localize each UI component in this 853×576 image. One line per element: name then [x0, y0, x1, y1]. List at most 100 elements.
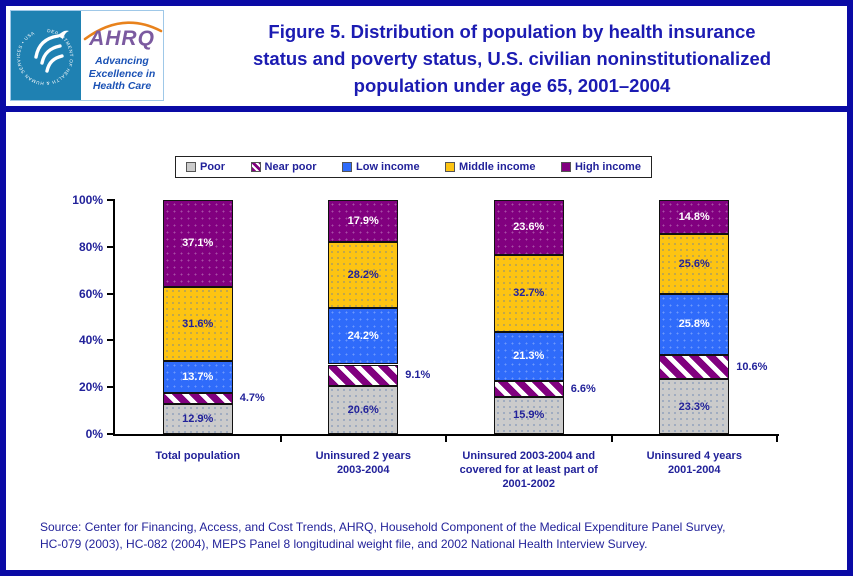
- bar-segment-label: 23.6%: [513, 221, 545, 234]
- x-tick-mark: [279, 436, 282, 442]
- ahrq-wordmark-panel: AHRQ Advancing Excellence in Health Care: [81, 11, 163, 100]
- source-note-line: HC-079 (2003), HC-082 (2004), MEPS Panel…: [40, 537, 648, 551]
- bar-segment: [328, 307, 399, 365]
- x-axis-label-line: Uninsured 4 years: [646, 450, 742, 462]
- bar-segment: [493, 396, 564, 434]
- tagline-line: Advancing: [95, 55, 149, 67]
- bar-segment-label: 4.7%: [239, 392, 265, 405]
- x-axis-label-line: 2003-2004: [336, 464, 390, 476]
- hhs-seal: DEPARTMENT OF HEALTH & HUMAN SERVICES • …: [11, 11, 81, 100]
- x-axis-category-label: Uninsured 2 years 2003-2004: [273, 449, 455, 477]
- x-axis-label-line: 2001-2002: [502, 478, 556, 490]
- tagline-line: Excellence in: [88, 67, 156, 80]
- y-axis-line: [113, 199, 115, 436]
- bar-segment: [493, 254, 564, 332]
- bar-segment-label: 31.6%: [182, 317, 214, 330]
- legend-item-near-poor: Near poor: [250, 161, 317, 173]
- bar-segment: [493, 381, 564, 397]
- bar-segment: [162, 200, 233, 287]
- x-tick-mark: [610, 436, 613, 442]
- bar-segment-label: 9.1%: [405, 369, 431, 382]
- legend-label: High income: [574, 161, 641, 173]
- bar-segment-label: 17.9%: [347, 214, 379, 227]
- x-axis-category-label: Uninsured 4 years 2001-2004: [604, 449, 786, 477]
- legend-label: Poor: [200, 161, 226, 173]
- legend-swatch-middle-income: [445, 162, 456, 172]
- x-axis-category-label: Total population: [107, 449, 289, 463]
- y-tick-label: 100%: [72, 193, 103, 207]
- legend-swatch-high-income: [560, 162, 571, 172]
- bar-segment-label: 14.8%: [678, 211, 710, 224]
- y-tick-mark: [107, 339, 113, 342]
- figure-title-line: Figure 5. Distribution of population by …: [268, 21, 756, 42]
- bar-segment: [162, 403, 233, 434]
- y-tick-label: 80%: [78, 239, 103, 254]
- x-axis-category-label: Uninsured 2003-2004 and covered for at le…: [438, 449, 620, 491]
- bar-segment: [659, 294, 730, 355]
- legend-item-low-income: Low income: [342, 161, 420, 173]
- bar-segment-label: 25.6%: [678, 258, 710, 271]
- y-tick-mark: [107, 433, 113, 435]
- figure-title: Figure 5. Distribution of population by …: [189, 18, 835, 99]
- bar-segment: [659, 234, 730, 295]
- tagline-line: Health Care: [92, 80, 152, 92]
- legend-label: Middle income: [459, 161, 536, 173]
- bar-segment-label: 21.3%: [513, 350, 545, 363]
- x-axis-label-line: 2001-2004: [667, 464, 721, 476]
- bar-segment: [328, 200, 399, 242]
- x-tick-mark: [445, 436, 447, 442]
- legend: Poor Near poor Low income Middle income …: [175, 156, 652, 178]
- bar-segment-label: 24.2%: [347, 330, 379, 343]
- y-tick-mark: [107, 386, 113, 389]
- y-tick-label: 0%: [85, 427, 103, 441]
- source-note-line: Source: Center for Financing, Access, an…: [40, 520, 726, 534]
- source-note: Source: Center for Financing, Access, an…: [40, 519, 840, 553]
- x-axis-label-line: Total population: [155, 450, 241, 462]
- header-divider: [6, 106, 847, 112]
- figure-title-line: status and poverty status, U.S. civilian…: [252, 48, 772, 69]
- bar-segment: [659, 199, 730, 235]
- x-axis-label-line: Uninsured 2003-2004 and: [462, 450, 596, 462]
- bar-segment: [162, 392, 233, 404]
- bar-segment-label: 10.6%: [736, 361, 768, 374]
- bar-segment: [162, 360, 233, 393]
- bar-segment: [659, 354, 730, 380]
- legend-item-middle-income: Middle income: [445, 161, 535, 173]
- bar-segment: [659, 379, 730, 434]
- bar-segment-label: 32.7%: [513, 287, 545, 300]
- bar-segment-label: 20.6%: [347, 403, 379, 416]
- hhs-ahrq-logo: DEPARTMENT OF HEALTH & HUMAN SERVICES • …: [10, 10, 164, 101]
- bar-segment-label: 6.6%: [570, 383, 596, 396]
- plot-area: 0% 20% 40% 60% 80% 100% 12.9% 4.7% 13.7% 31.6% 37.…: [6, 6, 847, 570]
- bar-segment-label: 23.3%: [678, 400, 710, 413]
- bar-segment-label: 37.1%: [182, 237, 214, 250]
- bar-segment: [328, 385, 399, 434]
- legend-swatch-near-poor: [250, 162, 261, 172]
- bar-segment-label: 25.8%: [678, 318, 710, 331]
- ahrq-tagline: Advancing Excellence in Health Care: [81, 55, 163, 93]
- ahrq-wordmark: AHRQ: [89, 27, 155, 50]
- figure-title-line: population under age 65, 2001–2004: [353, 75, 671, 96]
- bar-segment: [493, 331, 564, 382]
- bar-segment-label: 13.7%: [182, 370, 214, 383]
- legend-label: Low income: [356, 161, 420, 173]
- legend-swatch-low-income: [342, 162, 352, 172]
- x-axis-label-line: covered for at least part of: [459, 464, 598, 476]
- legend-item-poor: Poor: [186, 161, 225, 173]
- hhs-eagle-icon: DEPARTMENT OF HEALTH & HUMAN SERVICES • …: [16, 28, 74, 86]
- y-tick-label: 60%: [78, 286, 103, 301]
- y-tick-mark: [107, 245, 113, 248]
- x-axis-label-line: Uninsured 2 years: [315, 450, 411, 462]
- y-tick-label: 20%: [78, 380, 103, 395]
- bar-segment: [162, 286, 233, 361]
- bar-segment: [328, 241, 399, 308]
- bar-segment-label: 12.9%: [182, 412, 214, 425]
- y-tick-label: 40%: [78, 333, 103, 348]
- ahrq-arc-icon: [83, 21, 163, 41]
- legend-label: Near poor: [264, 161, 317, 173]
- y-tick-mark: [107, 292, 113, 295]
- y-tick-mark: [107, 199, 113, 201]
- legend-item-high-income: High income: [560, 161, 641, 173]
- bar-segment-label: 28.2%: [347, 268, 379, 281]
